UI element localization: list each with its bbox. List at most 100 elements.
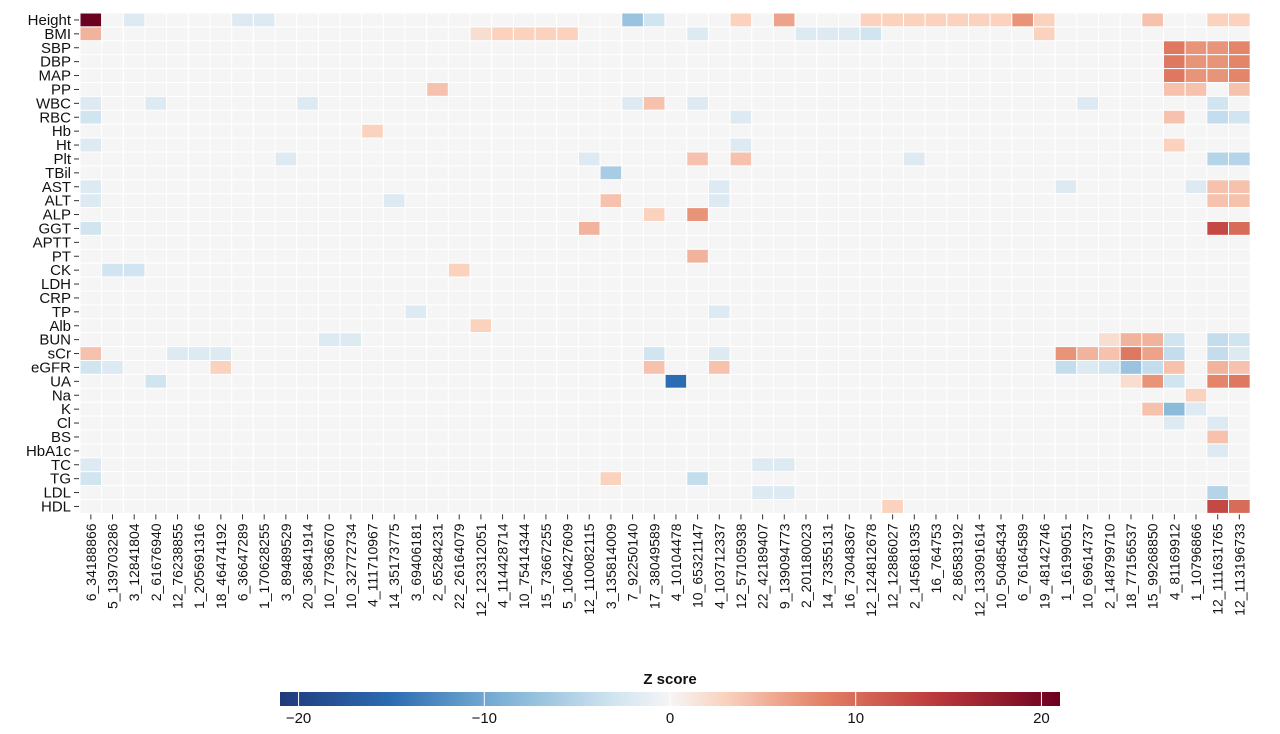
heatmap-cell [122, 360, 146, 375]
heatmap-cell [1097, 221, 1121, 236]
heatmap-cell [664, 234, 688, 250]
heatmap-cell [599, 387, 623, 403]
heatmap-cell [187, 373, 211, 389]
heatmap-cell [664, 415, 688, 431]
heatmap-cell [816, 54, 839, 70]
heatmap-cell [794, 443, 818, 459]
heatmap-cell [1228, 123, 1251, 139]
heatmap-cell [967, 276, 991, 292]
heatmap-cell [686, 82, 709, 97]
heatmap-cell [296, 387, 319, 403]
heatmap-cell [859, 68, 883, 83]
heatmap-cell [1097, 318, 1121, 334]
heatmap-cell [187, 332, 211, 348]
heatmap-cell [859, 457, 883, 473]
heatmap-cell [772, 54, 796, 70]
heatmap-cell [1119, 332, 1143, 348]
heatmap-cell [1163, 346, 1186, 362]
heatmap-cell [404, 443, 428, 459]
heatmap-cell [361, 54, 384, 70]
heatmap-cell [924, 290, 948, 306]
heatmap-cell [621, 207, 644, 223]
heatmap-cell [187, 276, 211, 292]
heatmap-cell [1032, 179, 1056, 195]
heatmap-cell [447, 109, 471, 125]
heatmap-cell [231, 193, 254, 209]
heatmap-cell [1097, 401, 1121, 417]
heatmap-cell [404, 401, 428, 417]
heatmap-cell [707, 193, 731, 209]
heatmap-cell [274, 471, 298, 487]
heatmap-cell [534, 304, 558, 320]
heatmap-cell [1228, 276, 1251, 292]
heatmap-cell [816, 401, 839, 417]
heatmap-cell [837, 137, 861, 153]
heatmap-cell [1184, 485, 1208, 501]
heatmap-cell [859, 26, 883, 42]
heatmap-cell [902, 193, 926, 209]
heatmap-cell [621, 485, 644, 501]
heatmap-cell [166, 346, 189, 362]
heatmap-cell [447, 415, 471, 431]
heatmap-cell [187, 26, 211, 42]
heatmap-cell [556, 26, 579, 42]
heatmap-cell [1119, 234, 1143, 250]
heatmap-cell [382, 26, 406, 42]
heatmap-cell [1206, 276, 1230, 292]
row-label: DBP [40, 54, 71, 71]
heatmap-cell [686, 165, 709, 181]
heatmap-cell [1076, 137, 1099, 153]
heatmap-cell [209, 123, 233, 139]
heatmap-cell [751, 332, 774, 348]
heatmap-cell [534, 262, 558, 278]
heatmap-cell [534, 443, 558, 459]
heatmap-cell [642, 304, 666, 320]
heatmap-cell [426, 318, 449, 334]
heatmap-cell [1011, 137, 1034, 153]
heatmap-cell [1032, 429, 1056, 445]
heatmap-cell [837, 40, 861, 56]
heatmap-cell [469, 346, 493, 362]
heatmap-cell [1119, 290, 1143, 306]
heatmap-cell [751, 68, 774, 83]
heatmap-cell [79, 443, 103, 459]
heatmap-cell [166, 318, 189, 334]
heatmap-cell [404, 68, 428, 83]
heatmap-cell [816, 82, 839, 97]
heatmap-cell [664, 26, 688, 42]
heatmap-cell [101, 485, 124, 501]
heatmap-cell [1054, 485, 1078, 501]
heatmap-cell [339, 26, 363, 42]
heatmap-cell [426, 304, 449, 320]
heatmap-cell [707, 262, 731, 278]
heatmap-cell [144, 262, 168, 278]
heatmap-cell [339, 248, 363, 264]
heatmap-cell [122, 54, 146, 70]
heatmap-cell [556, 248, 579, 264]
heatmap-cell [1032, 151, 1056, 167]
heatmap-cell [1119, 276, 1143, 292]
heatmap-cell [512, 304, 536, 320]
heatmap-cell [187, 151, 211, 167]
heatmap-cell [361, 26, 384, 42]
heatmap-cell [1228, 332, 1251, 348]
heatmap-cell [361, 443, 384, 459]
heatmap-cell [599, 290, 623, 306]
heatmap-cell [101, 221, 124, 236]
heatmap-cell [881, 387, 904, 403]
heatmap-cell [382, 471, 406, 487]
heatmap-cell [122, 12, 146, 28]
heatmap-cell [686, 95, 709, 111]
heatmap-cell [1054, 346, 1078, 362]
heatmap-cell [534, 179, 558, 195]
heatmap-cell [924, 95, 948, 111]
heatmap-cell [447, 401, 471, 417]
heatmap-cell [187, 234, 211, 250]
heatmap-cell [816, 332, 839, 348]
heatmap-cell [166, 165, 189, 181]
heatmap-cell [187, 262, 211, 278]
heatmap-cell [296, 318, 319, 334]
heatmap-cell [967, 95, 991, 111]
heatmap-cell [642, 40, 666, 56]
heatmap-cell [837, 123, 861, 139]
